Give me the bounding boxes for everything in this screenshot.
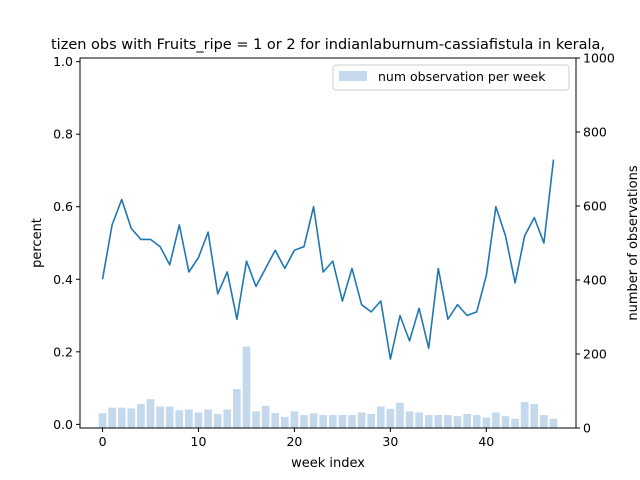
observation-bar <box>165 406 174 428</box>
observation-bar <box>530 403 539 428</box>
observation-bars <box>98 346 558 428</box>
observation-bar <box>549 418 558 428</box>
x-axis-ticks: 0 10 20 30 40 <box>99 428 494 449</box>
legend-swatch <box>339 71 367 81</box>
observation-bar <box>156 406 164 428</box>
x-axis-label: week index <box>291 456 365 471</box>
observation-bar <box>146 399 155 428</box>
observation-bar <box>405 411 414 428</box>
x-tick-label: 40 <box>478 434 494 449</box>
observation-bar <box>396 402 404 428</box>
observation-bar <box>540 415 548 428</box>
observation-bar <box>357 412 366 428</box>
observation-bar <box>252 411 260 428</box>
y2-tick-label: 200 <box>583 347 607 362</box>
observation-bar <box>117 407 126 428</box>
x-tick-label: 30 <box>382 434 398 449</box>
y-tick-label: 0.4 <box>53 272 73 287</box>
observation-bar <box>223 409 232 428</box>
y-axis-ticks: 0.0 0.2 0.4 0.6 0.8 1.0 <box>53 54 80 432</box>
x-tick-label: 0 <box>99 434 107 449</box>
observation-bar <box>511 418 519 428</box>
observation-bar <box>520 402 529 428</box>
y-tick-label: 0.8 <box>53 127 73 142</box>
observation-bar <box>415 412 423 428</box>
observation-bar <box>271 413 280 428</box>
observation-bar <box>444 415 452 428</box>
observation-bar <box>261 405 270 428</box>
y2-tick-label: 0 <box>583 421 591 436</box>
observation-bar <box>98 413 107 428</box>
observation-bar <box>367 413 376 428</box>
observation-bar <box>453 416 462 428</box>
observation-bar <box>233 389 241 428</box>
observation-bar <box>434 415 443 428</box>
observation-bar <box>127 408 136 428</box>
observation-bar <box>280 416 289 428</box>
y-tick-label: 1.0 <box>53 54 73 69</box>
y2-axis-ticks: 0 200 400 600 800 1000 <box>576 51 615 436</box>
observation-bar <box>108 407 116 428</box>
observation-bar <box>463 413 471 428</box>
observation-bar <box>386 408 395 428</box>
percent-series <box>101 159 555 360</box>
plot-frame <box>79 57 577 429</box>
observation-bar <box>290 411 299 428</box>
y-tick-label: 0.6 <box>53 199 73 214</box>
observation-bar <box>309 413 318 428</box>
percent-line <box>101 159 555 360</box>
x-tick-label: 10 <box>191 434 207 449</box>
observation-bar <box>424 415 433 428</box>
observation-bar <box>328 415 337 428</box>
y-tick-label: 0.0 <box>53 417 73 432</box>
observation-bar <box>482 417 491 428</box>
observation-bar <box>300 415 308 428</box>
y-tick-label: 0.2 <box>53 344 73 359</box>
y2-tick-label: 1000 <box>583 51 615 66</box>
observation-bar <box>175 410 184 428</box>
y-axis-label: percent <box>30 218 45 268</box>
observation-bar <box>348 415 356 428</box>
legend-frame <box>332 64 570 91</box>
observation-bar <box>204 409 212 428</box>
observation-bar <box>185 409 193 428</box>
observation-bar <box>501 416 510 428</box>
observation-bar <box>242 346 251 428</box>
observation-bar <box>213 413 222 428</box>
y2-tick-label: 400 <box>583 273 607 288</box>
observation-bar <box>137 403 145 428</box>
observation-bar <box>492 412 500 428</box>
observation-bar <box>194 412 203 428</box>
observation-bar <box>376 406 385 428</box>
legend-label: num observation per week <box>378 69 546 84</box>
observation-bar <box>319 415 328 428</box>
chart-title: tizen obs with Fruits_ripe = 1 or 2 for … <box>51 37 605 53</box>
y2-tick-label: 800 <box>583 125 607 140</box>
y2-tick-label: 600 <box>583 199 607 214</box>
y2-axis-label: number of observations <box>626 165 640 320</box>
legend: num observation per week <box>332 64 570 91</box>
x-tick-label: 20 <box>286 434 302 449</box>
observation-bar <box>338 415 347 428</box>
observation-bar <box>472 415 481 428</box>
